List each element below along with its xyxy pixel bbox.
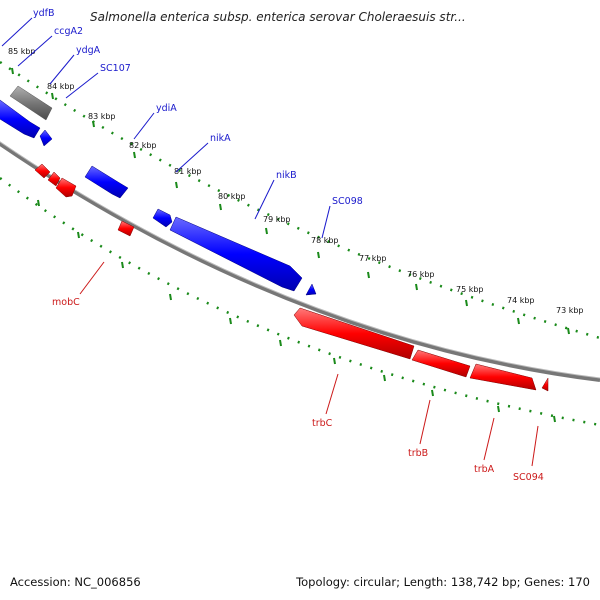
ruler-major-tick [229,317,232,325]
kbp-tick-label: 78 kbp [311,236,339,245]
label-leader-line [483,417,495,461]
ruler-major-tick [333,357,336,365]
gene-reverse [55,177,77,198]
inner-ruler-major-ticks [37,199,556,423]
label-leader-line [65,72,99,99]
gene-label: SC094 [513,472,544,483]
outer-ruler-major-ticks [11,67,570,335]
forward-strand-genes [0,99,317,296]
ruler-major-tick [77,231,80,239]
label-leader-line [17,35,53,67]
ruler-major-tick [133,151,136,159]
ruler-major-tick [169,293,172,301]
gene-label: trbC [312,418,333,429]
label-leader-line [531,425,539,467]
ruler-major-tick [567,327,570,335]
gene-forward [84,165,129,199]
ruler-major-tick [497,405,500,413]
gene-label: nikA [210,133,231,144]
gene-reverse [34,163,51,179]
ruler-major-tick [415,283,418,291]
accession-text: Accession: NC_006856 [10,575,141,589]
kbp-tick-label: 75 kbp [456,285,484,294]
kbp-tick-label: 80 kbp [218,192,246,201]
genome-title: Salmonella enterica subsp. enterica sero… [90,10,466,24]
reverse-gene-labels: mobC trbC trbB trbA SC094 [52,297,544,483]
gene-label: SC098 [332,196,363,207]
ruler-major-tick [265,227,268,235]
ruler-major-tick [465,299,468,307]
gene-label: trbB [408,448,428,459]
ruler-major-tick [279,339,282,347]
genome-backbone [0,141,600,382]
ruler-major-tick [121,261,124,269]
ruler-major-tick [175,181,178,189]
label-leader-line [49,54,75,85]
ruler-major-tick [553,415,556,423]
gene-label: mobC [52,297,80,308]
kbp-tick-labels: 85 kbp 84 kbp 83 kbp 82 kbp 81 kbp 80 kbp 79 k… [8,47,584,315]
kbp-tick-label: 85 kbp [8,47,36,56]
gene-forward [0,99,41,139]
kbp-tick-label: 77 kbp [359,254,387,263]
genome-summary-text: Topology: circular; Length: 138,742 bp; … [296,575,590,589]
label-leader-line [175,142,209,173]
gene-label: ydiA [156,103,177,114]
ruler-major-tick [11,67,14,75]
label-leader-line [79,261,105,295]
ruler-major-tick [51,92,54,100]
kbp-tick-label: 73 kbp [556,306,584,315]
gene-forward [39,129,53,147]
gene-reverse [411,349,471,378]
gene-reverse [293,307,415,360]
gene-label: ydgA [76,45,101,56]
label-leader-line [325,373,339,415]
ruler-major-tick [517,317,520,325]
gene-label: ydfB [33,8,55,19]
kbp-tick-label: 79 kbp [263,215,291,224]
label-leader-line [254,179,275,220]
gene-forward [169,216,303,292]
kbp-tick-label: 81 kbp [174,167,202,176]
kbp-tick-label: 74 kbp [507,296,535,305]
gene-label: ccgA2 [54,26,83,37]
label-leader-line [321,205,331,239]
ruler-major-tick [431,389,434,397]
kbp-tick-label: 83 kbp [88,112,116,121]
gene-reverse [117,220,135,237]
kbp-tick-label: 84 kbp [47,82,75,91]
gene-reverse [541,377,549,392]
ruler-major-tick [219,203,222,211]
gene-label: SC107 [100,63,131,74]
label-leader-line [1,17,33,47]
label-leader-line [133,112,155,140]
genome-backbone-highlight [0,141,600,379]
label-leader-line [419,399,431,445]
gene-label: trbA [474,464,495,475]
gene-forward [152,208,173,228]
gene-reverse [47,171,61,187]
gray-feature [9,85,53,121]
kbp-tick-label: 76 kbp [407,270,435,279]
forward-gene-label-leaders [1,17,331,239]
reverse-gene-label-leaders [79,261,539,467]
outer-ruler [0,60,600,340]
reverse-strand-genes [34,163,549,392]
gene-label: nikB [276,170,297,181]
ruler-major-tick [92,120,95,128]
forward-gene-labels: ydfB ccgA2 ydgA SC107 ydiA nikA nikB SC098 [33,8,363,207]
ruler-major-tick [37,199,40,207]
gene-reverse [469,363,537,391]
ruler-major-tick [367,271,370,279]
kbp-tick-label: 82 kbp [129,141,157,150]
gene-forward [305,283,317,296]
ruler-major-tick [317,251,320,259]
ruler-major-tick [383,374,386,382]
